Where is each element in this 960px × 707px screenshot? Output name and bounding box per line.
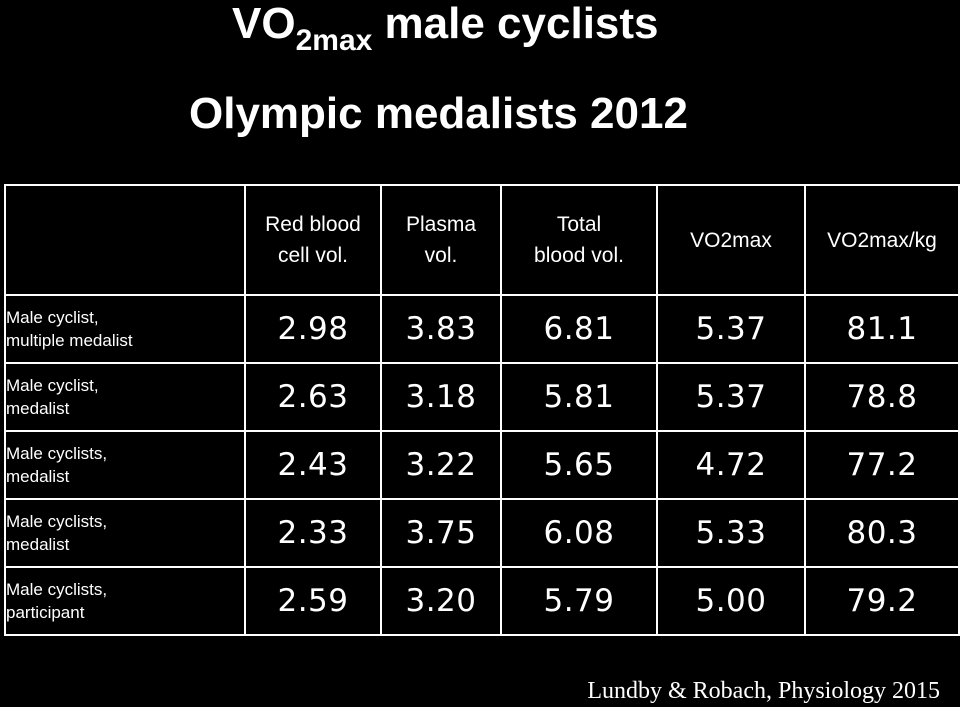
table-cell: 3.75 [380,498,502,568]
table-cell: 2.33 [244,498,382,568]
page-subtitle: Olympic medalists 2012 [189,89,688,138]
row-label: Male cyclists, medalist [4,430,246,500]
row-label: Male cyclists, medalist [4,498,246,568]
table-corner-cell [4,184,246,296]
table-cell: 5.65 [500,430,658,500]
table-cell: 3.18 [380,362,502,432]
table-cell: 6.81 [500,294,658,364]
citation: Lundby & Robach, Physiology 2015 [587,678,940,704]
title-subscript: 2max [295,24,373,57]
title-suffix: male cyclists [372,0,659,48]
table-cell: 2.59 [244,566,382,636]
table-cell: 78.8 [804,362,960,432]
table-cell: 81.1 [804,294,960,364]
table-cell: 5.81 [500,362,658,432]
table-cell: 79.2 [804,566,960,636]
table-cell: 3.83 [380,294,502,364]
row-label: Male cyclists, participant [4,566,246,636]
table-cell: 5.37 [656,362,806,432]
row-label: Male cyclist, multiple medalist [4,294,246,364]
row-label: Male cyclist, medalist [4,362,246,432]
table-cell: 3.20 [380,566,502,636]
table-cell: 2.63 [244,362,382,432]
table-cell: 2.98 [244,294,382,364]
page-title: VO2max male cyclists [232,0,659,57]
column-header: Red blood cell vol. [244,184,382,296]
table-cell: 77.2 [804,430,960,500]
title-prefix: VO [232,0,296,48]
table-header-row: Red blood cell vol. Plasma vol. Total blood… [4,184,960,296]
table-row: Male cyclists, participant 2.59 3.20 5.79… [4,566,960,636]
table-cell: 6.08 [500,498,658,568]
table-row: Male cyclist, medalist 2.63 3.18 5.81 5.3… [4,362,960,432]
table-row: Male cyclist, multiple medalist 2.98 3.83… [4,294,960,364]
table-cell: 4.72 [656,430,806,500]
column-header: Plasma vol. [380,184,502,296]
table-row: Male cyclists, medalist 2.33 3.75 6.08 5.… [4,498,960,568]
table-cell: 3.22 [380,430,502,500]
table-cell: 5.33 [656,498,806,568]
table-cell: 5.79 [500,566,658,636]
table-row: Male cyclists, medalist 2.43 3.22 5.65 4.… [4,430,960,500]
data-table: Red blood cell vol. Plasma vol. Total blood… [4,184,960,636]
table-cell: 5.37 [656,294,806,364]
table-cell: 2.43 [244,430,382,500]
column-header: Total blood vol. [500,184,658,296]
column-header: VO2max [656,184,806,296]
table-cell: 5.00 [656,566,806,636]
column-header: VO2max/kg [804,184,960,296]
table-cell: 80.3 [804,498,960,568]
